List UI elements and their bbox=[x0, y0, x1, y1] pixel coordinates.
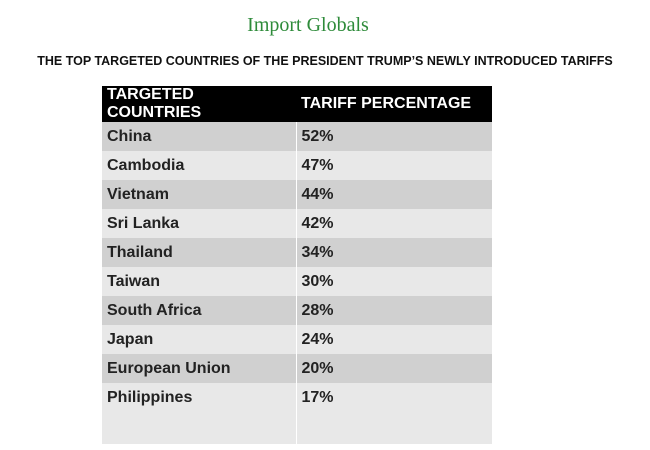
tariff-cell: 30% bbox=[295, 267, 492, 296]
tariff-cell: 17% bbox=[295, 383, 492, 444]
tariff-cell: 34% bbox=[295, 238, 492, 267]
tariff-cell: 28% bbox=[295, 296, 492, 325]
column-header: TARGETED COUNTRIES bbox=[102, 86, 296, 122]
country-cell: Vietnam bbox=[102, 180, 296, 209]
table-row: Vietnam 44% bbox=[102, 180, 492, 209]
table-row: Japan 24% bbox=[102, 325, 492, 354]
table-row: Taiwan 30% bbox=[102, 267, 492, 296]
column-header: TARIFF PERCENTAGE bbox=[296, 86, 492, 122]
country-cell: Japan bbox=[102, 325, 296, 354]
country-cell: Taiwan bbox=[102, 267, 296, 296]
table-row: Philippines 17% bbox=[102, 383, 492, 444]
country-cell: China bbox=[102, 122, 296, 151]
country-cell: Thailand bbox=[102, 238, 296, 267]
table-row: European Union 20% bbox=[102, 354, 492, 383]
table-row: Cambodia 47% bbox=[102, 151, 492, 180]
country-cell: Philippines bbox=[102, 383, 296, 444]
country-cell: Cambodia bbox=[102, 151, 296, 180]
tariff-table: TARGETED COUNTRIES TARIFF PERCENTAGE Chin… bbox=[102, 86, 492, 444]
header-row: TARGETED COUNTRIES TARIFF PERCENTAGE bbox=[102, 86, 492, 122]
logo: Import Globals bbox=[247, 14, 369, 36]
table-row: Thailand 34% bbox=[102, 238, 492, 267]
page-title: THE TOP TARGETED COUNTRIES OF THE PRESID… bbox=[37, 54, 613, 68]
tariff-cell: 24% bbox=[295, 325, 492, 354]
tariff-cell: 20% bbox=[295, 354, 492, 383]
country-cell: European Union bbox=[102, 354, 296, 383]
country-cell: South Africa bbox=[102, 296, 296, 325]
tariff-cell: 44% bbox=[295, 180, 492, 209]
table-body: China 52% Cambodia 47% Vietnam 44% Sri Lanka 42… bbox=[102, 122, 492, 444]
table-row: South Africa 28% bbox=[102, 296, 492, 325]
tariff-cell: 52% bbox=[295, 122, 492, 151]
tariff-cell: 42% bbox=[295, 209, 492, 238]
tariff-cell: 47% bbox=[295, 151, 492, 180]
country-cell: Sri Lanka bbox=[102, 209, 296, 238]
table-row: Sri Lanka 42% bbox=[102, 209, 492, 238]
table-row: China 52% bbox=[102, 122, 492, 151]
